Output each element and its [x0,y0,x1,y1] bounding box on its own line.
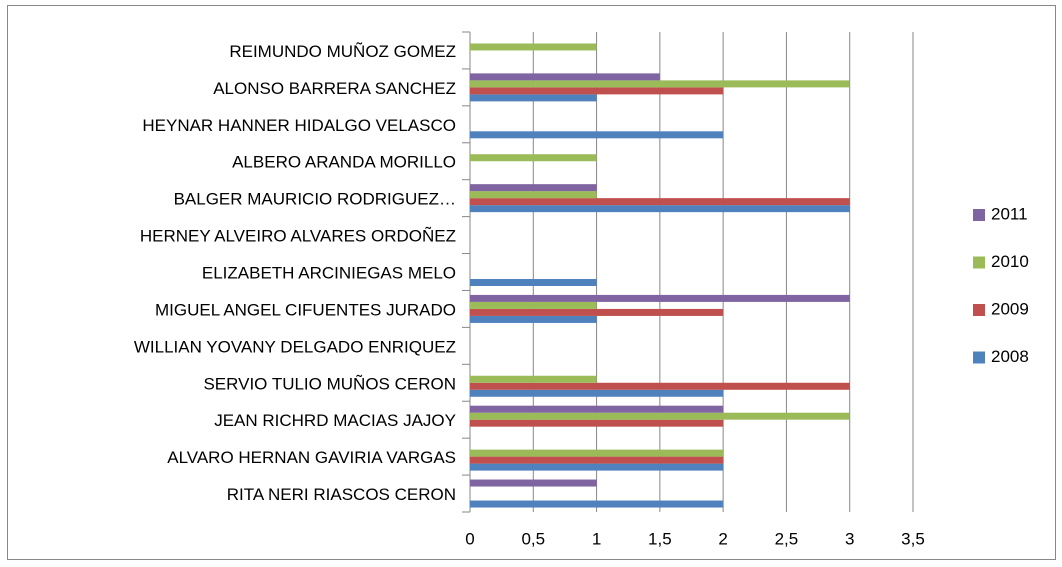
legend-swatch [973,304,985,316]
bar [470,375,597,383]
bar [470,463,724,471]
bar [470,449,724,457]
x-tick-label: 2 [718,529,727,548]
y-tick-label: MIGUEL ANGEL CIFUENTES JURADO [155,300,456,319]
bar [470,419,724,427]
y-tick-label: ALVARO HERNAN GAVIRIA VARGAS [167,448,456,467]
legend-swatch [973,256,985,269]
y-tick-label: RITA NERI RIASCOS CERON [227,485,456,504]
bar [470,301,597,309]
x-tick-label: 3,5 [901,529,925,548]
bar [470,43,597,51]
x-tick-label: 0 [465,529,474,548]
bar [470,191,597,199]
legend-label: 2011 [991,204,1028,223]
legend-label: 2008 [991,347,1029,366]
x-tick-label: 2,5 [775,529,799,548]
bar [470,308,724,316]
y-tick-label: SERVIO TULIO MUÑOS CERON [203,374,456,393]
y-tick-label: ALBERO ARANDA MORILLO [232,153,456,172]
x-tick-label: 1 [592,529,601,548]
y-tick-label: HERNEY ALVEIRO ALVARES ORDOÑEZ [140,227,456,246]
bar [470,315,597,323]
bar [470,389,724,397]
x-tick-label: 3 [845,529,854,548]
bar [470,294,850,302]
bar [470,412,850,420]
bar [470,405,724,413]
bar [470,279,597,286]
x-tick-label: 0,5 [521,529,545,548]
x-tick-label: 1,5 [648,529,672,548]
bar [470,198,850,206]
y-tick-label: REIMUNDO MUÑOZ GOMEZ [229,42,456,61]
bar [470,131,724,139]
y-tick-label: JEAN RICHRD MACIAS JAJOY [214,411,456,430]
legend-label: 2010 [991,252,1029,271]
bar [470,154,597,162]
bar [470,80,850,88]
bar [470,87,724,95]
y-tick-label: WILLIAN YOVANY DELGADO ENRIQUEZ [134,337,456,356]
y-tick-label: ALONSO BARRERA SANCHEZ [213,79,456,98]
bar [470,184,597,192]
bar [470,479,597,487]
bar [470,73,660,81]
legend-swatch [973,351,985,364]
legend-swatch [973,209,985,221]
bar [470,500,724,508]
y-tick-label: BALGER MAURICIO RODRIGUEZ… [174,190,456,209]
y-tick-label: HEYNAR HANNER HIDALGO VELASCO [142,116,456,135]
y-tick-label: ELIZABETH ARCINIEGAS MELO [202,263,456,282]
legend-label: 2009 [991,299,1029,318]
bar [470,205,850,213]
bar [470,456,724,464]
bar [470,382,850,390]
bar [470,94,597,102]
